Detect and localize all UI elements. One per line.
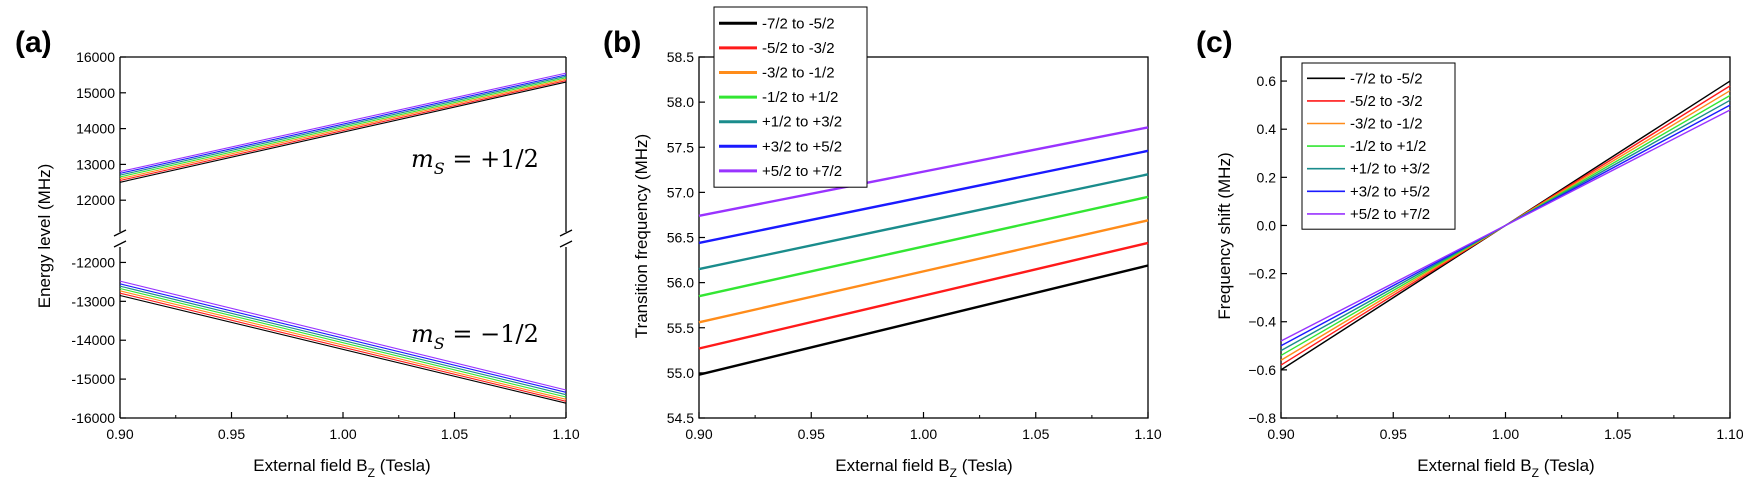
panel-b-ytick-label: 54.5 xyxy=(667,410,694,426)
panel-b-series-line xyxy=(698,173,1149,271)
panel-c-ytick-label: 0.4 xyxy=(1257,121,1277,137)
panel-a-upper-ytick-label: 13000 xyxy=(76,156,115,172)
panel-a-lower-series-line xyxy=(119,290,567,400)
panel-a-lower-series-line xyxy=(119,287,567,398)
panel-b-xtick-label: 1.00 xyxy=(910,426,937,442)
panel-c-ytick-label: −0.4 xyxy=(1248,314,1276,330)
panel-a-lower-ytick-label: -16000 xyxy=(71,410,115,426)
panel-c-legend-label: +1/2 to +3/2 xyxy=(1350,161,1430,178)
panel-a-lower-series-line xyxy=(119,280,567,391)
panel-c-legend-label: +3/2 to +5/2 xyxy=(1350,183,1430,200)
panel-b-series-line xyxy=(698,241,1149,350)
panel-b-legend-label: +5/2 to +7/2 xyxy=(762,163,842,180)
panel-a-xtick-label: 1.05 xyxy=(441,426,468,442)
panel-b-xlabel: External field BZ (Tesla) xyxy=(835,456,1012,480)
panel-b-xtick-label: 0.90 xyxy=(685,426,712,442)
panel-b-series-line xyxy=(698,264,1149,376)
panel-a-lower-series-line xyxy=(119,292,567,402)
panel-a-upper-ytick-label: 14000 xyxy=(76,121,115,137)
panel-a-axis-break-mark xyxy=(113,229,127,237)
panel-a-axis-break-mark xyxy=(113,240,127,248)
panel-b-xtick-label: 0.95 xyxy=(798,426,825,442)
panel-c-ytick-label: 0.0 xyxy=(1257,217,1277,233)
panel-c-legend-label: +5/2 to +7/2 xyxy=(1350,206,1430,223)
panel-c-xlabel: External field BZ (Tesla) xyxy=(1417,456,1594,480)
panel-b-series-line xyxy=(698,195,1149,298)
panel-b-series-line xyxy=(698,149,1149,245)
panel-a-xtick-label: 0.90 xyxy=(106,426,133,442)
panel-a-upper-series-line xyxy=(119,80,567,182)
panel-c-legend-label: -1/2 to +1/2 xyxy=(1350,138,1426,155)
panel-c-xtick-label: 1.10 xyxy=(1716,426,1743,442)
panel-b-ytick-label: 57.5 xyxy=(667,139,694,155)
panel-c-legend-label: -5/2 to -3/2 xyxy=(1350,93,1423,110)
panel-a-lower-series-line xyxy=(119,285,567,396)
panel-a-xtick-label: 0.95 xyxy=(218,426,245,442)
panel-a-lower-ytick-label: -13000 xyxy=(71,293,115,309)
panel-c-xtick-label: 1.05 xyxy=(1604,426,1631,442)
panel-a-annotation-lower: mS = −1/2 xyxy=(411,320,539,353)
panel-a-lower-ytick-label: -14000 xyxy=(71,332,115,348)
panel-b-ytick-label: 55.5 xyxy=(667,320,694,336)
panel-a-upper-series-line xyxy=(119,74,567,174)
panel-a-upper-ytick-label: 12000 xyxy=(76,192,115,208)
panel-a-axis-break-mark xyxy=(559,240,573,248)
panel-c-xtick-label: 0.90 xyxy=(1267,426,1294,442)
panel-a-upper-ytick-label: 15000 xyxy=(76,85,115,101)
panel-b-legend-label: -3/2 to -1/2 xyxy=(762,65,835,82)
panel-a-upper-series-line xyxy=(119,75,567,176)
panel-a-letter: (a) xyxy=(15,26,52,59)
panel-c-series-line xyxy=(1280,109,1731,342)
panel-b-legend-label: -1/2 to +1/2 xyxy=(762,89,838,106)
panel-a-xtick-label: 1.10 xyxy=(552,426,579,442)
panel-b-ytick-label: 56.5 xyxy=(667,230,694,246)
panel-a-xlabel: External field BZ (Tesla) xyxy=(253,456,430,480)
panel-b-letter: (b) xyxy=(603,26,641,59)
panel-a-upper-series-line xyxy=(119,78,567,180)
panel-a-upper-series-line xyxy=(119,72,567,173)
panel-b-ylabel: Transition frequency (MHz) xyxy=(632,134,651,338)
panel-a-axis-break-mark xyxy=(559,229,573,237)
panel-c-ylabel: Frequency shift (MHz) xyxy=(1215,152,1234,319)
panel-c-xtick-label: 0.95 xyxy=(1380,426,1407,442)
panel-a-annotation-upper: mS = +1/2 xyxy=(411,145,539,178)
panel-a-upper-series-line xyxy=(119,77,567,178)
chart-marks: 0.90 0.95 1.00 1.05 1.10 12000 13000 14000 15000… xyxy=(71,6,1743,442)
panel-b-legend-label: +3/2 to +5/2 xyxy=(762,138,842,155)
panel-b-xtick-label: 1.05 xyxy=(1022,426,1049,442)
panel-a-lower-series-line xyxy=(119,294,567,404)
panel-b-ytick-label: 55.0 xyxy=(667,365,694,381)
panel-b-legend-label: -5/2 to -3/2 xyxy=(762,40,835,57)
panel-a-ylabel: Energy level (MHz) xyxy=(35,164,54,309)
panel-b-ytick-label: 57.0 xyxy=(667,184,694,200)
panel-b-legend-label: +1/2 to +3/2 xyxy=(762,114,842,131)
panel-b-ytick-label: 58.5 xyxy=(667,49,694,65)
panel-c-xtick-label: 1.00 xyxy=(1492,426,1519,442)
panel-c-ytick-label: −0.8 xyxy=(1248,410,1276,426)
panel-c-ytick-label: 0.6 xyxy=(1257,73,1277,89)
panel-c-ytick-label: −0.6 xyxy=(1248,362,1276,378)
panel-c-legend-label: -7/2 to -5/2 xyxy=(1350,70,1423,87)
panel-b-series-line xyxy=(698,219,1149,324)
panel-a-upper-series-line xyxy=(119,81,567,183)
panel-c-letter: (c) xyxy=(1196,26,1233,59)
panel-c-ytick-label: 0.2 xyxy=(1257,169,1277,185)
panel-a-lower-ytick-label: -12000 xyxy=(71,254,115,270)
panel-b-xtick-label: 1.10 xyxy=(1134,426,1161,442)
panel-c-legend-label: -3/2 to -1/2 xyxy=(1350,116,1423,133)
panel-a-upper-ytick-label: 16000 xyxy=(76,49,115,65)
panel-b-ytick-label: 58.0 xyxy=(667,94,694,110)
panel-b-legend-label: -7/2 to -5/2 xyxy=(762,15,835,32)
panel-a-lower-series-line xyxy=(119,283,567,393)
panel-c-ytick-label: −0.2 xyxy=(1248,266,1276,282)
panel-a-xtick-label: 1.00 xyxy=(329,426,356,442)
panel-b-series-line xyxy=(698,126,1149,218)
panel-a-lower-ytick-label: -15000 xyxy=(71,371,115,387)
panel-b-ytick-label: 56.0 xyxy=(667,275,694,291)
